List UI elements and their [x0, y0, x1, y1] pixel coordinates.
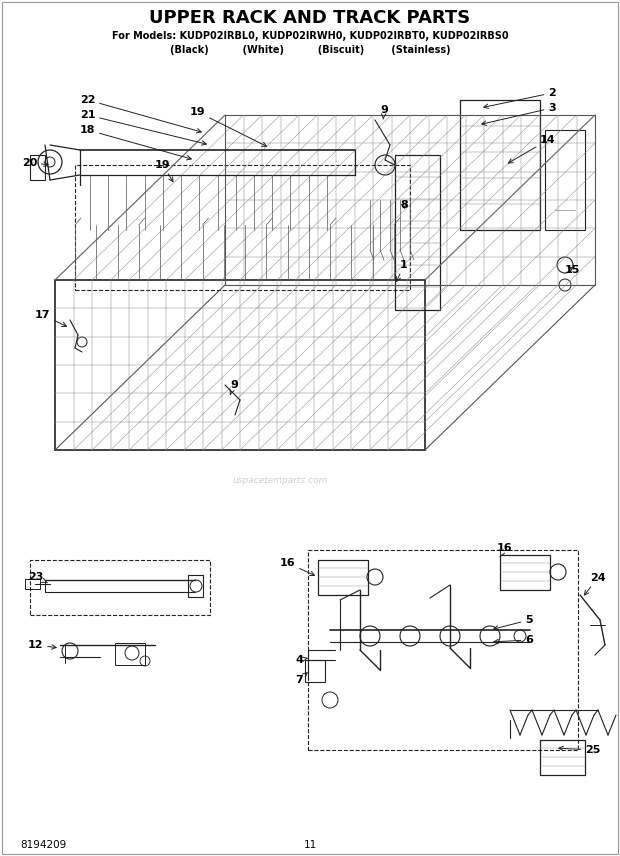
- Text: 14: 14: [508, 135, 556, 163]
- Text: 2: 2: [484, 88, 556, 109]
- Text: 17: 17: [35, 310, 66, 326]
- Text: 12: 12: [28, 640, 56, 650]
- Bar: [30, 155, 45, 180]
- Bar: [188, 575, 203, 597]
- Bar: [500, 555, 550, 590]
- Bar: [305, 660, 325, 682]
- Bar: [115, 643, 145, 665]
- Bar: [460, 100, 540, 230]
- Text: 18: 18: [80, 125, 192, 160]
- Text: 21: 21: [80, 110, 206, 146]
- Text: 1: 1: [396, 260, 408, 282]
- Text: 5: 5: [494, 615, 533, 630]
- Text: 16: 16: [280, 558, 314, 575]
- Bar: [318, 560, 368, 595]
- Bar: [25, 579, 40, 589]
- Text: 19: 19: [155, 160, 173, 181]
- Text: 8194209: 8194209: [20, 840, 66, 850]
- Text: 22: 22: [80, 95, 202, 133]
- Text: 15: 15: [565, 265, 580, 275]
- Bar: [545, 130, 585, 230]
- Bar: [540, 740, 585, 775]
- Text: UPPER RACK AND TRACK PARTS: UPPER RACK AND TRACK PARTS: [149, 9, 471, 27]
- Text: 20: 20: [22, 158, 48, 168]
- Bar: [75, 165, 410, 290]
- Text: 9: 9: [230, 380, 238, 395]
- Text: 4: 4: [295, 655, 308, 665]
- Text: 8: 8: [400, 200, 408, 210]
- Bar: [395, 155, 440, 310]
- Bar: [30, 560, 210, 615]
- Text: uspacetemparts.com: uspacetemparts.com: [232, 475, 328, 484]
- Text: 24: 24: [585, 573, 606, 595]
- Text: 9: 9: [380, 105, 388, 119]
- Text: 3: 3: [482, 103, 556, 125]
- Bar: [308, 550, 578, 750]
- Text: For Models: KUDP02IRBL0, KUDP02IRWH0, KUDP02IRBT0, KUDP02IRBS0: For Models: KUDP02IRBL0, KUDP02IRWH0, KU…: [112, 31, 508, 41]
- Text: 16: 16: [497, 543, 513, 557]
- Text: 11: 11: [303, 840, 317, 850]
- Text: 7: 7: [295, 673, 307, 685]
- Text: 19: 19: [190, 107, 267, 146]
- Text: 6: 6: [494, 635, 533, 645]
- Text: 23: 23: [28, 572, 47, 583]
- Text: 25: 25: [559, 745, 600, 755]
- Text: (Black)          (White)          (Biscuit)        (Stainless): (Black) (White) (Biscuit) (Stainless): [170, 45, 450, 55]
